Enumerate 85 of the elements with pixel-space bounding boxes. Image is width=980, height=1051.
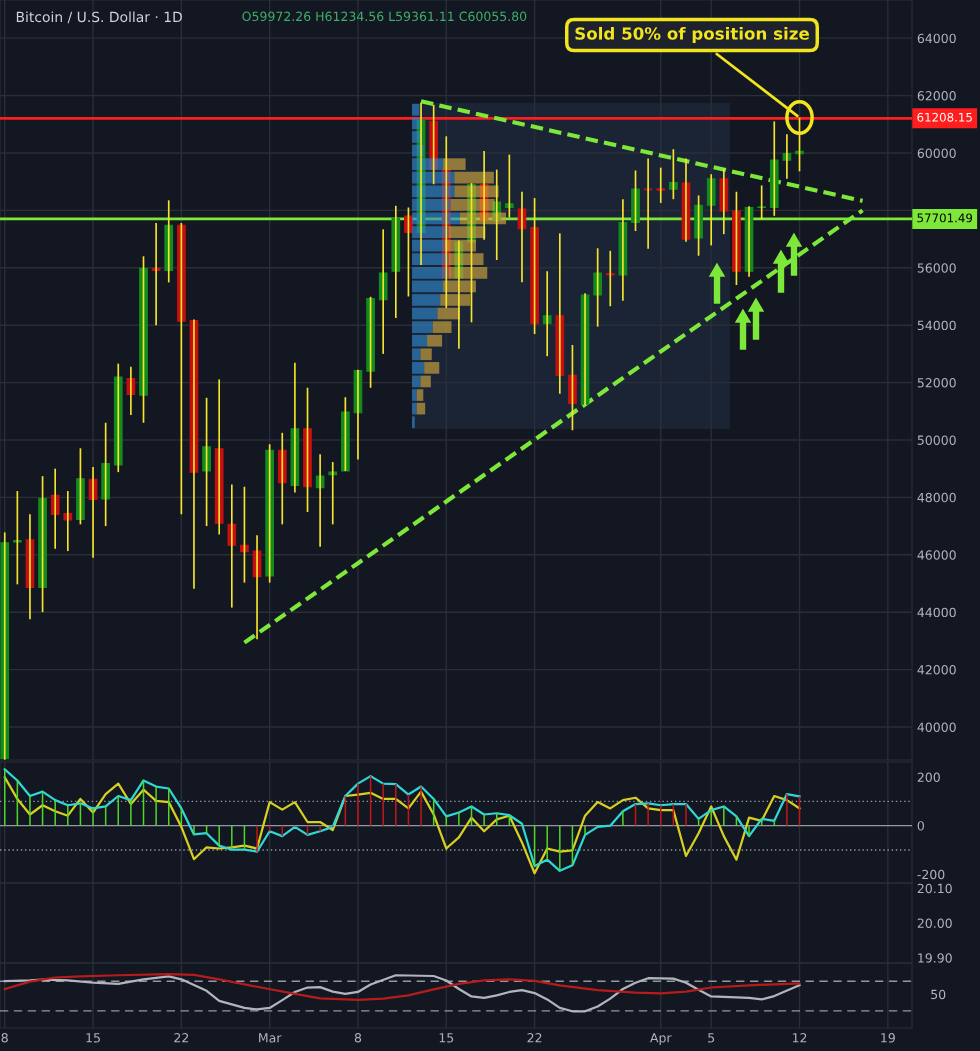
bar <box>412 362 425 374</box>
x-tick-label: 22 <box>527 1033 542 1043</box>
x-tick-label: 12 <box>792 1033 807 1043</box>
y-tick-label: 46000 <box>917 550 956 560</box>
x-tick-label: 5 <box>708 1033 715 1043</box>
text: 50 <box>931 989 946 1000</box>
bar <box>412 266 449 279</box>
bar <box>443 158 466 170</box>
candlestick <box>38 475 47 614</box>
x-tick-label: 15 <box>86 1033 100 1043</box>
y-tick-label: 44000 <box>917 607 956 618</box>
y-tick-label: 20.00 <box>917 918 952 928</box>
bar <box>416 389 424 401</box>
y-tick-label: 60000 <box>917 148 956 158</box>
ref-line-label: 57701.49 <box>917 213 973 223</box>
candlestick <box>631 169 640 232</box>
candlestick <box>404 206 413 298</box>
x-tick-label: 8 <box>1 1033 8 1043</box>
y-tick-label: 52000 <box>917 378 956 388</box>
x-tick-label: 19 <box>881 1033 895 1043</box>
bar <box>412 171 455 184</box>
candlestick <box>568 344 577 432</box>
y-tick-label: 62000 <box>917 91 956 101</box>
bar <box>412 280 444 293</box>
bar <box>412 416 415 429</box>
candlestick <box>669 148 678 201</box>
bar <box>412 103 420 116</box>
candlestick <box>467 182 476 324</box>
candlestick <box>366 295 375 389</box>
candlestick <box>593 247 603 328</box>
candlestick <box>76 447 85 526</box>
y-tick-label: 20.10 <box>917 883 952 894</box>
bar <box>412 294 441 306</box>
candlestick <box>505 153 514 219</box>
candlestick <box>694 194 703 257</box>
candlestick <box>656 166 666 204</box>
bar <box>454 171 494 184</box>
y-tick-label: 54000 <box>917 320 956 331</box>
bar <box>412 185 455 198</box>
y-tick-label: 40000 <box>917 722 956 732</box>
candlestick <box>202 396 211 527</box>
y-tick-label: 64000 <box>917 33 956 44</box>
candlestick <box>328 461 338 526</box>
bar <box>412 158 444 170</box>
text: Bitcoin / U.S. Dollar · 1D <box>16 11 182 24</box>
y-tick-label: 42000 <box>917 665 956 675</box>
x-tick-label: 8 <box>354 1033 362 1043</box>
bar <box>412 348 421 361</box>
candlestick <box>101 421 110 527</box>
candlestick <box>605 250 615 308</box>
y-tick-label: 0 <box>917 821 924 831</box>
y-tick-label: 200 <box>917 772 940 782</box>
x-tick-label: 15 <box>439 1033 454 1043</box>
y-tick-label: 48000 <box>917 492 956 503</box>
candlestick <box>139 255 148 424</box>
candlestick <box>757 184 767 221</box>
bar <box>427 334 443 347</box>
candlestick <box>341 396 350 472</box>
candlestick <box>265 443 274 584</box>
y-tick-label: -200 <box>917 869 945 880</box>
bar <box>412 389 417 401</box>
x-tick-label: Mar <box>259 1033 282 1043</box>
candlestick <box>429 103 438 186</box>
bar <box>432 321 452 333</box>
bar <box>420 375 431 388</box>
candlestick <box>732 190 741 286</box>
annotation: Sold 50% of position size <box>575 26 809 44</box>
candlestick <box>643 157 653 250</box>
ref-line-label: 61208.15 <box>917 112 972 122</box>
x-tick-label: 22 <box>174 1033 189 1043</box>
candlestick <box>530 197 539 335</box>
bar <box>420 348 432 361</box>
text: O59972.26 H61234.56 L59361.11 C60055.80 <box>242 11 527 22</box>
bar <box>412 307 438 320</box>
candlestick <box>303 386 312 513</box>
bar <box>412 117 420 130</box>
candlestick <box>13 490 22 586</box>
bar <box>424 362 440 374</box>
bar <box>412 321 433 333</box>
bar <box>412 334 428 347</box>
y-tick-label: 19.90 <box>918 953 952 963</box>
bar <box>412 402 417 415</box>
y-tick-label: 56000 <box>917 263 956 273</box>
x-tick-label: Apr <box>650 1033 672 1045</box>
y-tick-label: 50000 <box>917 435 956 445</box>
